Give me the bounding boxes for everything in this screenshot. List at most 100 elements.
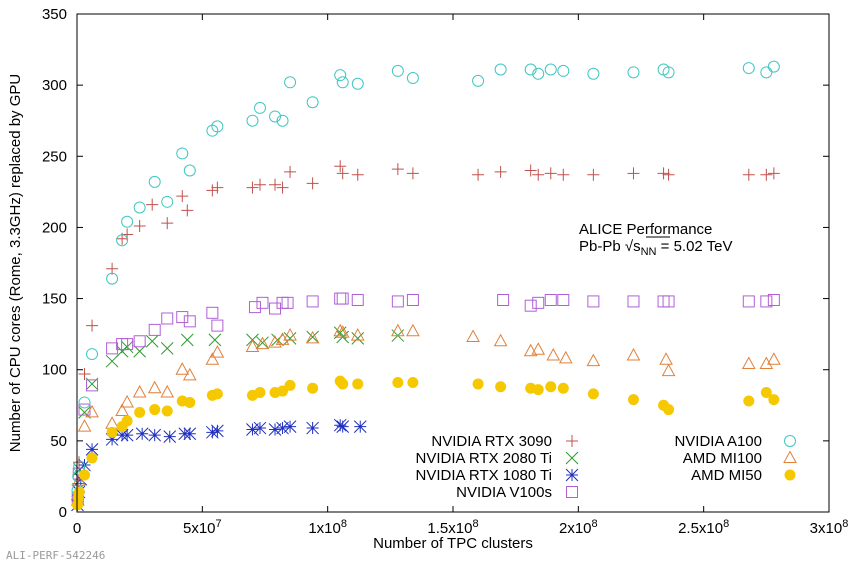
x-tick-mantissa: 0: [73, 520, 81, 537]
data-point: [743, 395, 755, 407]
series-nvidia-a100: [71, 60, 780, 497]
data-point: [742, 168, 755, 181]
data-point: [760, 168, 773, 181]
data-point: [391, 64, 404, 77]
x-tick-label: 2.5x108: [678, 518, 729, 537]
data-point: [180, 333, 194, 347]
annotation-collision: Pb-Pb √sNN = 5.02 TeV: [579, 238, 733, 258]
data-point: [85, 443, 99, 456]
data-point: [760, 386, 772, 398]
x-tick-exponent: 7: [216, 518, 222, 530]
data-point: [145, 334, 159, 348]
data-point: [558, 350, 573, 364]
data-point: [77, 419, 92, 432]
data-point: [276, 421, 289, 435]
data-point: [391, 323, 405, 337]
data-point: [627, 167, 640, 180]
data-point: [544, 167, 557, 180]
data-point: [544, 293, 557, 306]
data-point: [305, 330, 320, 344]
data-point: [161, 195, 174, 208]
data-point: [284, 165, 297, 178]
data-point: [268, 423, 282, 436]
data-point: [532, 384, 544, 396]
data-point: [148, 323, 161, 336]
legend-marker: [784, 435, 796, 447]
data-point: [493, 333, 508, 347]
data-point: [86, 319, 99, 332]
legend-label: NVIDIA RTX 1080 Ti: [416, 467, 552, 484]
data-point: [760, 66, 773, 79]
data-point: [133, 220, 146, 233]
data-point: [307, 382, 319, 394]
data-point: [472, 74, 485, 87]
data-point: [767, 352, 781, 365]
data-point: [121, 415, 133, 427]
data-point: [149, 404, 161, 416]
y-tick-label: 150: [42, 291, 67, 308]
legend-label: NVIDIA V100s: [456, 484, 552, 501]
data-point: [183, 427, 197, 441]
data-point: [532, 67, 545, 80]
data-point: [351, 332, 365, 345]
data-point: [336, 76, 349, 89]
data-point: [254, 386, 266, 398]
data-point: [73, 460, 86, 473]
data-point: [255, 336, 270, 350]
data-point: [351, 168, 364, 181]
scatter-chart: 0 5x107 1x108 1.5x108 2x108 2.5x108 3x108 0501…: [7, 6, 848, 549]
data-point: [662, 66, 675, 79]
data-point: [161, 312, 174, 325]
data-point: [306, 330, 319, 344]
legend-marker: [784, 469, 796, 481]
data-point: [147, 380, 162, 394]
data-point: [531, 342, 546, 355]
data-point: [336, 420, 350, 433]
plot-frame: [76, 13, 830, 513]
data-point: [245, 339, 260, 352]
data-point: [176, 311, 189, 324]
legend-label: AMD MI100: [683, 450, 762, 467]
data-point: [86, 348, 99, 361]
data-point: [161, 405, 173, 417]
data-point: [248, 301, 261, 314]
y-tick-label: 100: [42, 362, 67, 379]
data-point: [663, 404, 675, 416]
data-point: [586, 353, 601, 367]
data-point: [121, 338, 134, 351]
x-tick-label: 1.5x108: [427, 518, 478, 537]
data-point: [351, 293, 364, 306]
data-point: [587, 295, 600, 308]
annotation-subscript: NN: [641, 246, 657, 258]
data-point: [334, 160, 347, 173]
data-point: [134, 406, 146, 418]
y-tick-label: 300: [42, 77, 67, 94]
data-point: [283, 420, 297, 433]
x-tick-label: 5x107: [183, 518, 222, 537]
data-point: [759, 356, 774, 370]
x-tick-mantissa: 2.5x10: [678, 520, 723, 537]
data-point: [253, 421, 267, 435]
data-point: [391, 163, 404, 176]
data-point: [175, 362, 190, 375]
data-point: [183, 315, 196, 328]
data-point: [337, 378, 349, 390]
data-point: [406, 72, 419, 85]
data-point: [160, 384, 175, 398]
legend-marker: [783, 450, 797, 463]
data-point: [183, 164, 196, 177]
data-point: [336, 292, 349, 305]
data-point: [181, 204, 194, 217]
data-point: [557, 382, 569, 394]
data-point: [334, 292, 347, 305]
data-point: [86, 452, 98, 464]
legend-marker: [565, 468, 579, 482]
data-point: [283, 328, 297, 341]
data-point: [662, 168, 675, 181]
series-nvidia-rtx-2080-ti: [71, 326, 405, 498]
data-point: [472, 378, 484, 390]
data-point: [106, 342, 119, 355]
y-tick-labels: 0 50 100 150 200 250 300 350: [42, 6, 67, 521]
data-point: [406, 167, 419, 180]
